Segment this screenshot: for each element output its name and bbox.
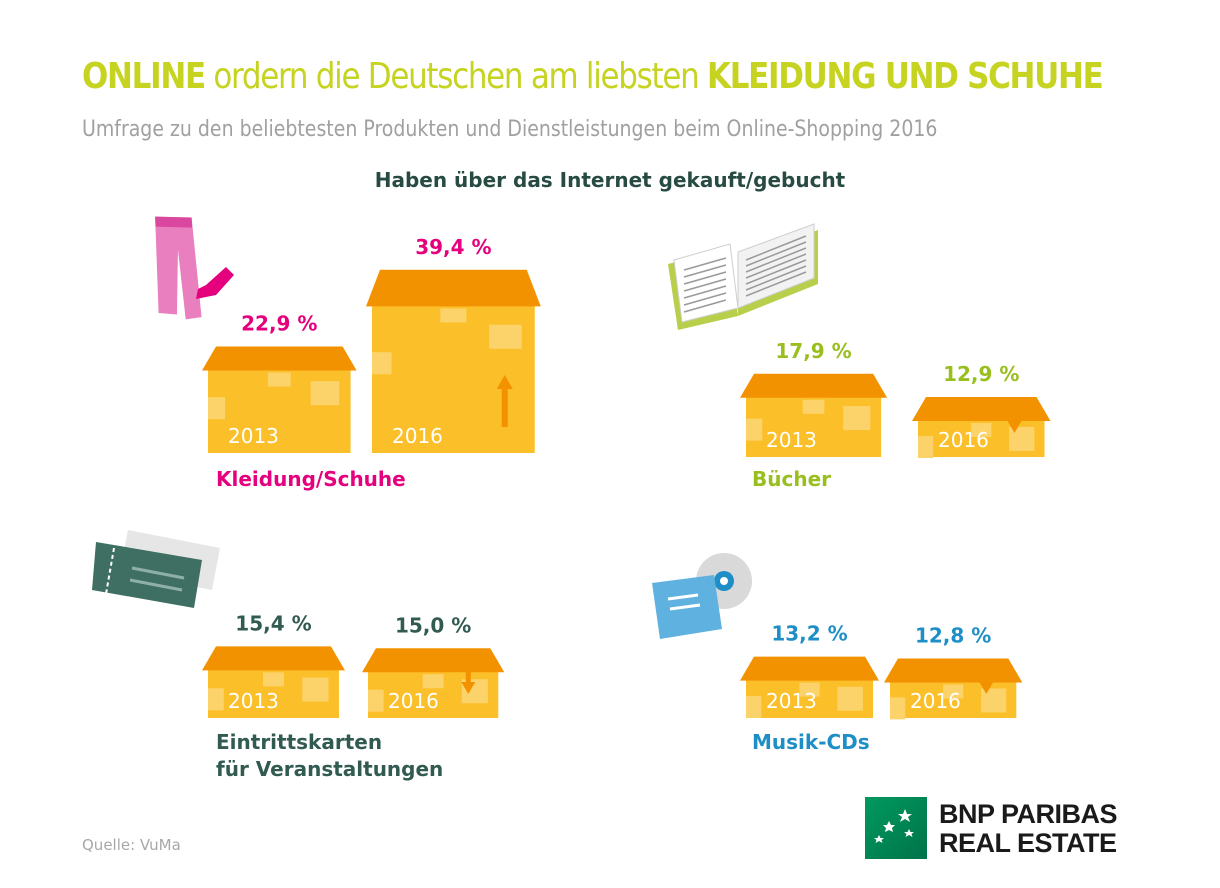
box-tape (368, 689, 384, 712)
box-tape (372, 352, 392, 375)
logo-line-1: BNP PARIBAS (939, 799, 1118, 829)
category-group: 2013 13,2 % 2016 12,8 % Musik-CDs (652, 553, 1023, 754)
open-book-icon (668, 223, 818, 330)
box-tape (422, 674, 444, 689)
data-label: 15,4 % (235, 611, 311, 635)
arrow-down-icon (1007, 405, 1022, 433)
box-lid (366, 269, 541, 307)
data-label: 13,2 % (771, 622, 847, 646)
box-bar: 2016 12,9 % (912, 362, 1051, 459)
box-tape (746, 418, 763, 441)
box-bar: 2016 12,8 % (884, 623, 1023, 720)
box-tape (918, 436, 934, 459)
tickets-icon (92, 530, 220, 608)
data-label: 22,9 % (241, 312, 317, 336)
data-label: 17,9 % (775, 339, 851, 363)
box-tape (302, 677, 329, 702)
box-tape (1009, 427, 1035, 452)
box-tape (489, 324, 522, 349)
tick-label: 2013 (766, 428, 817, 452)
source-note: Quelle: VuMa (82, 836, 181, 854)
category-label: Bücher (752, 467, 831, 491)
arrow-up-icon (496, 375, 513, 427)
data-label: 15,0 % (395, 613, 471, 637)
box-bar: 2013 13,2 % (740, 622, 880, 718)
box-lid (740, 656, 880, 681)
tick-label: 2013 (228, 424, 279, 448)
chart-title: ONLINE ordern die Deutschen am liebsten … (82, 56, 1104, 97)
box-lid (362, 648, 505, 673)
chart-subtitle: Umfrage zu den beliebtesten Produkten un… (82, 117, 938, 142)
box-tape (799, 682, 820, 697)
tick-label: 2013 (766, 689, 817, 713)
box-tape (971, 423, 992, 438)
title-highlight: KLEIDUNG UND SCHUHE (707, 56, 1104, 97)
box-bar: 2013 15,4 % (202, 611, 345, 718)
box-tape (310, 381, 340, 406)
bnp-paribas-logo: BNP PARIBAS REAL ESTATE (865, 797, 1165, 859)
box-tape (890, 697, 906, 720)
logo-stars-icon (865, 797, 927, 859)
arrow-down-icon (461, 666, 476, 694)
tick-label: 2016 (392, 424, 443, 448)
category-group: 2013 22,9 % 2016 39,4 % Kleidung/Schuhe (155, 216, 541, 491)
logo-text: BNP PARIBAS REAL ESTATE (939, 799, 1118, 858)
tick-label: 2016 (388, 689, 439, 713)
box-lid (740, 373, 888, 398)
box-bar: 2013 22,9 % (202, 312, 357, 453)
title-online: ONLINE (82, 56, 206, 97)
box-tape (943, 684, 964, 699)
box-tape (263, 672, 284, 687)
trousers-icon (155, 216, 234, 320)
box-tape (208, 397, 226, 420)
box-tape (802, 399, 825, 414)
box-tape (440, 308, 467, 323)
box-bar: 2013 17,9 % (740, 339, 888, 457)
category-label: Eintrittskarten (216, 730, 382, 754)
data-label: 12,9 % (943, 362, 1019, 386)
tick-label: 2016 (910, 689, 961, 713)
box-tape (746, 695, 762, 718)
category-label: Kleidung/Schuhe (216, 467, 406, 491)
category-label: für Veranstaltungen (216, 757, 443, 781)
data-label: 12,8 % (915, 623, 991, 647)
box-bar: 2016 15,0 % (362, 613, 505, 718)
box-lid (912, 397, 1051, 422)
box-lid (884, 658, 1023, 683)
category-group: 2013 17,9 % 2016 12,9 % Bücher (668, 223, 1051, 491)
music-cd-icon (652, 553, 752, 639)
box-tape (208, 688, 224, 711)
box-tape (843, 406, 871, 431)
tick-label: 2016 (938, 428, 989, 452)
box-tape (267, 372, 291, 387)
box-tape (980, 688, 1007, 713)
arrow-down-icon (979, 666, 994, 694)
data-label: 39,4 % (415, 235, 491, 259)
box-lid (202, 646, 345, 671)
title-middle: ordern die Deutschen am liebsten (204, 56, 708, 97)
box-bar: 2016 39,4 % (366, 235, 541, 453)
logo-line-2: REAL ESTATE (939, 828, 1117, 858)
box-tape (837, 686, 863, 711)
category-group: 2013 15,4 % 2016 15,0 % Eintrittskarten für V… (92, 530, 505, 781)
chart-heading: Haben über das Internet gekauft/gebucht (374, 168, 846, 192)
box-lid (202, 346, 357, 371)
category-label: Musik-CDs (752, 730, 870, 754)
tick-label: 2013 (228, 689, 279, 713)
